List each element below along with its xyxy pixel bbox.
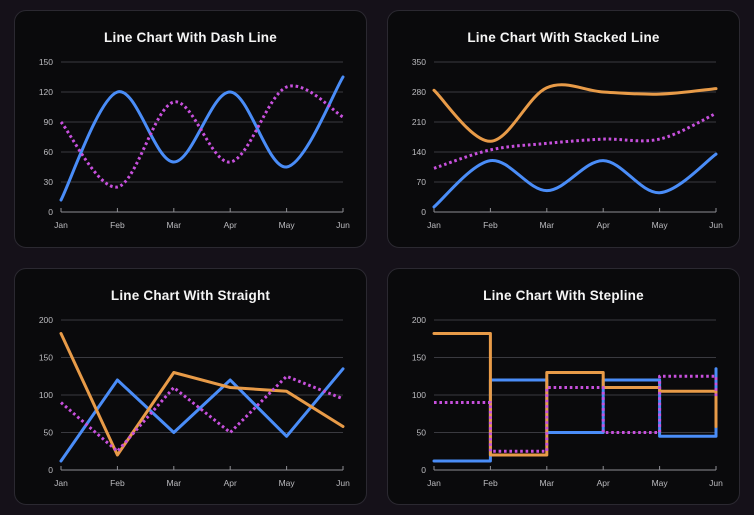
svg-text:60: 60 [44,147,54,157]
chart-title-straight-line: Line Chart With Straight [110,287,271,303]
chart-card-stepline: Line Chart With Stepline 0 50 100 150 200 Jan… [387,267,740,505]
svg-text:150: 150 [39,352,53,362]
svg-text:70: 70 [417,177,427,187]
chart-card-stacked-line: Line Chart With Stacked Line 0 70 140 210 28… [387,10,740,248]
svg-text:Jun: Jun [709,478,723,488]
svg-text:30: 30 [44,177,54,187]
svg-text:May: May [652,478,669,488]
svg-text:50: 50 [44,427,54,437]
svg-text:Jan: Jan [54,478,68,488]
svg-text:Feb: Feb [110,478,125,488]
svg-text:0: 0 [421,465,426,475]
svg-text:Mar: Mar [166,220,181,230]
svg-text:May: May [652,220,669,230]
svg-text:Apr: Apr [224,478,237,488]
svg-text:Mar: Mar [166,478,181,488]
svg-text:140: 140 [412,147,426,157]
chart-card-straight-line: Line Chart With Straight 0 50 100 150 200 Jan… [14,267,367,505]
svg-text:Apr: Apr [224,220,237,230]
svg-text:Mar: Mar [539,220,554,230]
svg-text:Apr: Apr [597,478,610,488]
svg-text:150: 150 [412,352,426,362]
svg-text:100: 100 [39,390,53,400]
svg-text:0: 0 [48,465,53,475]
svg-text:90: 90 [44,117,54,127]
svg-text:0: 0 [48,207,53,217]
stacked-line-chart-canvas[interactable]: 0 70 140 210 280 350 Jan Feb Mar Apr May Jun [400,55,727,241]
svg-text:Jun: Jun [336,478,350,488]
svg-text:Jun: Jun [709,220,723,230]
svg-text:Feb: Feb [483,478,498,488]
svg-text:280: 280 [412,87,426,97]
chart-title-dash-line: Line Chart With Dash Line [104,30,277,45]
dash-line-chart-canvas[interactable]: 0 30 60 90 120 150 Jan Feb Mar Apr May Jun [27,55,354,241]
straight-line-chart-canvas[interactable]: 0 50 100 150 200 Jan Feb Mar Apr May Jun [27,313,354,499]
chart-title-stacked-line: Line Chart With Stacked Line [467,30,660,45]
svg-text:210: 210 [412,117,426,127]
svg-text:0: 0 [421,207,426,217]
svg-text:Mar: Mar [539,478,554,488]
svg-text:120: 120 [39,87,53,97]
svg-text:200: 200 [39,315,53,325]
svg-text:Jun: Jun [336,220,350,230]
svg-text:Jan: Jan [427,220,441,230]
svg-text:Apr: Apr [597,220,610,230]
chart-card-dash-line: Line Chart With Dash Line 0 30 60 90 120 150 J… [14,10,367,248]
svg-text:350: 350 [412,57,426,67]
svg-text:50: 50 [417,427,427,437]
svg-text:Feb: Feb [110,220,125,230]
svg-text:Feb: Feb [483,220,498,230]
svg-text:200: 200 [412,315,426,325]
svg-text:Jan: Jan [54,220,68,230]
svg-text:150: 150 [39,57,53,67]
chart-title-stepline: Line Chart With Stepline [483,287,644,303]
svg-text:May: May [279,478,296,488]
svg-text:May: May [279,220,296,230]
svg-text:100: 100 [412,390,426,400]
stepline-chart-canvas[interactable]: 0 50 100 150 200 Jan Feb Mar Apr May Jun [400,313,727,499]
svg-text:Jan: Jan [427,478,441,488]
